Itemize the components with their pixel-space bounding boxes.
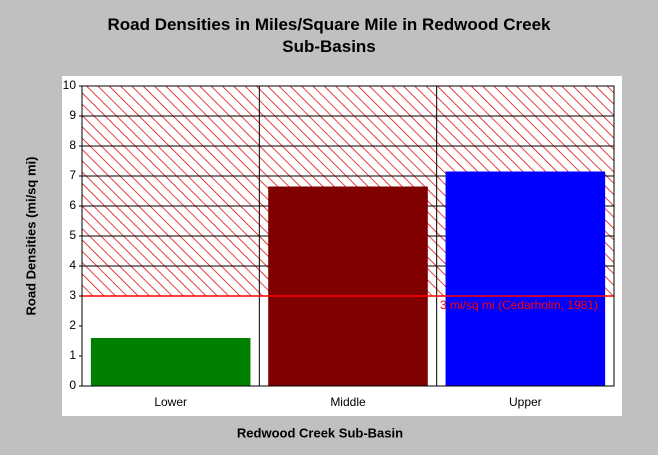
y-tick-label: 9 bbox=[69, 108, 76, 122]
bar bbox=[268, 186, 428, 386]
x-axis-label: Redwood Creek Sub-Basin bbox=[237, 425, 403, 440]
y-tick-label: 1 bbox=[69, 348, 76, 362]
plot-frame bbox=[81, 85, 615, 387]
y-tick-label: 4 bbox=[69, 258, 76, 272]
y-tick-label: 8 bbox=[69, 138, 76, 152]
bar bbox=[90, 338, 251, 386]
y-tick-label: 0 bbox=[69, 378, 76, 392]
y-tick-label: 10 bbox=[63, 78, 77, 92]
y-tick-label: 6 bbox=[69, 198, 76, 212]
bar bbox=[445, 171, 606, 386]
y-tick-label: 2 bbox=[69, 318, 76, 332]
y-tick-label: 3 bbox=[69, 288, 76, 302]
x-tick-label: Middle bbox=[330, 395, 366, 409]
y-tick-label: 5 bbox=[69, 228, 76, 242]
x-tick-label: Upper bbox=[509, 395, 542, 409]
reference-label: 3 mi/sq mi (Cedarholm, 1981) bbox=[440, 298, 598, 312]
x-tick-label: Lower bbox=[154, 395, 187, 409]
y-axis-label: Road Densities (mi/sq mi) bbox=[23, 157, 38, 316]
chart-title: Road Densities in Miles/Square Mile in R… bbox=[107, 15, 551, 56]
y-tick-label: 7 bbox=[69, 168, 76, 182]
